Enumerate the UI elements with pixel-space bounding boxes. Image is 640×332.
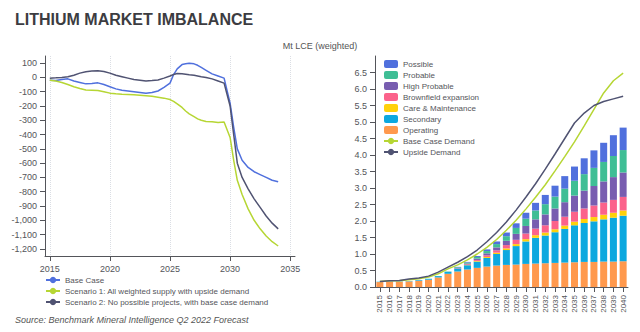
svg-text:-1,100: -1,100: [11, 230, 37, 240]
svg-text:High Probable: High Probable: [403, 82, 454, 91]
svg-text:-900: -900: [19, 201, 37, 211]
svg-text:2024: 2024: [463, 294, 472, 312]
svg-text:-300: -300: [19, 115, 37, 125]
svg-text:100: 100: [22, 58, 37, 68]
svg-text:0.5: 0.5: [354, 266, 367, 276]
svg-text:Probable: Probable: [403, 71, 436, 80]
svg-text:2025: 2025: [160, 264, 180, 274]
svg-text:2016: 2016: [385, 294, 394, 312]
svg-text:2036: 2036: [580, 294, 589, 312]
svg-text:2030: 2030: [220, 264, 240, 274]
svg-text:2020: 2020: [100, 264, 120, 274]
svg-text:-600: -600: [19, 158, 37, 168]
svg-text:2029: 2029: [512, 294, 521, 312]
svg-text:2015: 2015: [40, 264, 60, 274]
svg-text:Secondary: Secondary: [403, 115, 441, 124]
svg-text:2020: 2020: [424, 294, 433, 312]
svg-text:0: 0: [32, 72, 37, 82]
svg-text:2035: 2035: [570, 294, 579, 312]
svg-text:-200: -200: [19, 101, 37, 111]
svg-text:-100: -100: [19, 87, 37, 97]
svg-text:1.0: 1.0: [354, 249, 367, 259]
svg-text:2015: 2015: [375, 294, 384, 312]
svg-text:1.5: 1.5: [354, 233, 367, 243]
svg-text:Possible: Possible: [403, 60, 434, 69]
svg-text:4.5: 4.5: [354, 134, 367, 144]
svg-text:2.5: 2.5: [354, 200, 367, 210]
svg-text:2030: 2030: [521, 294, 530, 312]
svg-text:2017: 2017: [395, 294, 404, 312]
svg-text:2.0: 2.0: [354, 216, 367, 226]
svg-text:0.0: 0.0: [354, 282, 367, 292]
svg-text:6.0: 6.0: [354, 84, 367, 94]
svg-text:2021: 2021: [434, 294, 443, 312]
svg-text:-800: -800: [19, 187, 37, 197]
svg-text:2019: 2019: [414, 294, 423, 312]
svg-text:Base Case: Base Case: [65, 276, 105, 285]
svg-text:2032: 2032: [541, 294, 550, 312]
svg-text:Scenario 1: All weighted suppl: Scenario 1: All weighted supply with ups…: [65, 287, 249, 296]
svg-text:-500: -500: [19, 144, 37, 154]
svg-text:6.5: 6.5: [354, 68, 367, 78]
svg-text:Operating: Operating: [403, 126, 438, 135]
svg-text:Base Case Demand: Base Case Demand: [403, 137, 475, 146]
svg-text:Mt LCE (weighted): Mt LCE (weighted): [283, 41, 358, 51]
svg-text:-1,200: -1,200: [11, 244, 37, 254]
svg-text:2038: 2038: [599, 294, 608, 312]
svg-text:Scenario 2: No possible projec: Scenario 2: No possible projects, with b…: [65, 298, 268, 307]
svg-text:4.0: 4.0: [354, 150, 367, 160]
svg-text:2025: 2025: [473, 294, 482, 312]
svg-text:2037: 2037: [589, 294, 598, 312]
svg-text:Source: Benchmark Mineral Inte: Source: Benchmark Mineral Intelligence Q…: [15, 315, 249, 325]
svg-text:2031: 2031: [531, 294, 540, 312]
svg-text:2026: 2026: [482, 294, 491, 312]
svg-text:2028: 2028: [502, 294, 511, 312]
svg-text:5.5: 5.5: [354, 101, 367, 111]
svg-text:2023: 2023: [453, 294, 462, 312]
svg-text:2022: 2022: [443, 294, 452, 312]
svg-text:Brownfield expansion: Brownfield expansion: [403, 93, 479, 102]
svg-text:-700: -700: [19, 172, 37, 182]
svg-text:2034: 2034: [560, 294, 569, 312]
svg-text:-1,000: -1,000: [11, 215, 37, 225]
svg-text:2027: 2027: [492, 294, 501, 312]
svg-text:3.0: 3.0: [354, 183, 367, 193]
svg-text:2035: 2035: [280, 264, 300, 274]
svg-text:2033: 2033: [551, 294, 560, 312]
svg-text:2039: 2039: [609, 294, 618, 312]
svg-text:5.0: 5.0: [354, 117, 367, 127]
svg-text:-400: -400: [19, 130, 37, 140]
svg-text:LITHIUM MARKET IMBALANCE: LITHIUM MARKET IMBALANCE: [15, 11, 254, 28]
svg-text:Upside Demand: Upside Demand: [403, 148, 460, 157]
svg-text:2018: 2018: [405, 294, 414, 312]
svg-text:2040: 2040: [619, 294, 628, 312]
svg-text:3.5: 3.5: [354, 167, 367, 177]
svg-text:Care & Maintenance: Care & Maintenance: [403, 104, 476, 113]
